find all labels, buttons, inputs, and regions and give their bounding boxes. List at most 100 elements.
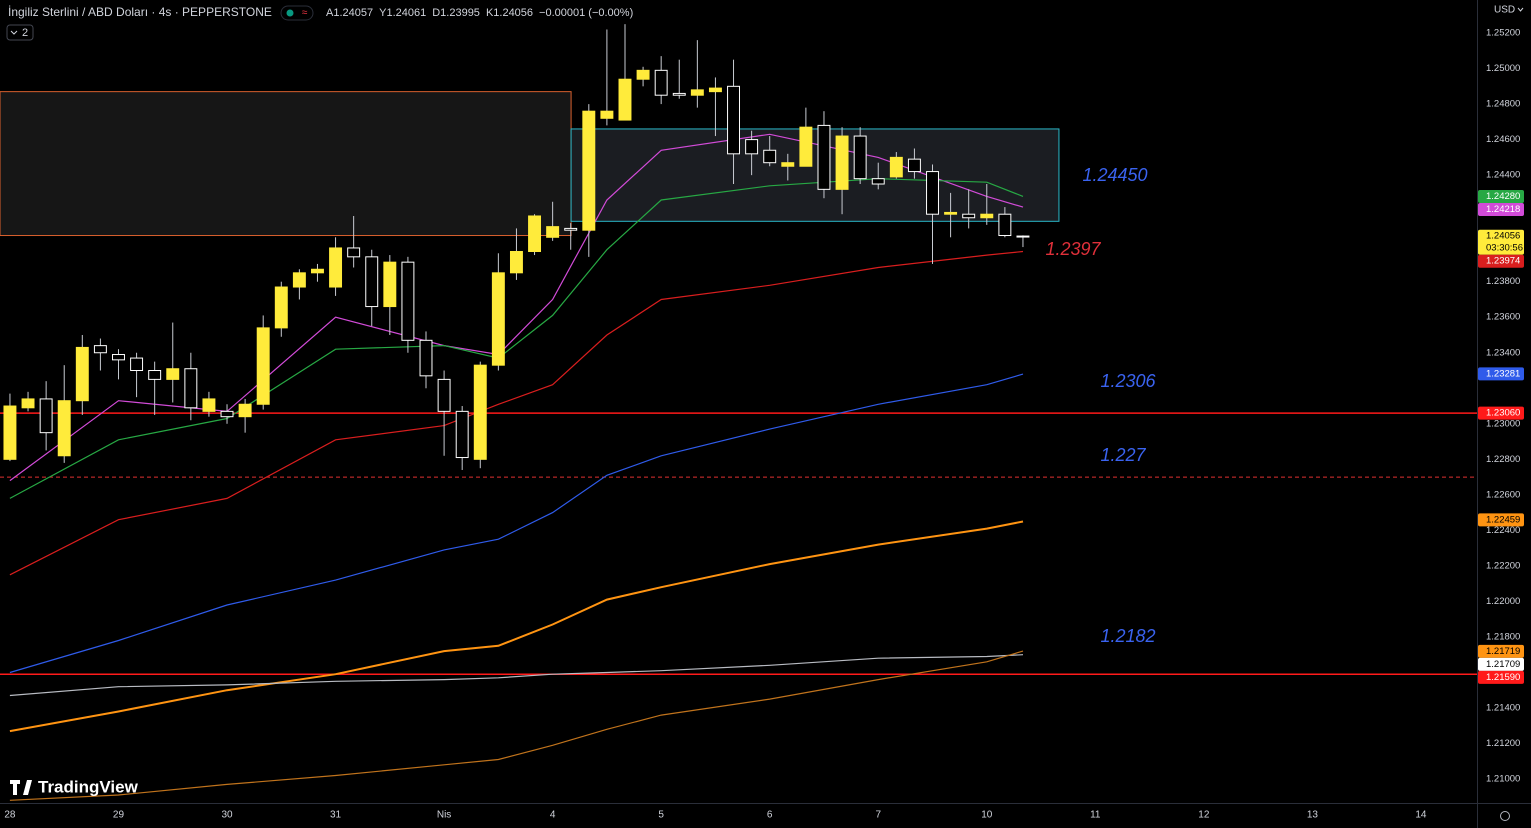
ohlc-value: A1.24057 bbox=[326, 7, 373, 19]
price-tag-label: 1.24280 bbox=[1486, 191, 1520, 202]
candle-body bbox=[292, 272, 306, 288]
y-tick-label: 1.23800 bbox=[1486, 276, 1520, 287]
candle-body bbox=[93, 345, 107, 354]
moving-average bbox=[9, 520, 1024, 733]
annotation: 1.227 bbox=[1100, 445, 1146, 465]
candle-body bbox=[21, 398, 35, 409]
candle-body bbox=[473, 364, 487, 460]
moving-average bbox=[9, 650, 1024, 801]
ohlc-value: K1.24056 bbox=[486, 7, 533, 19]
candle-body bbox=[310, 268, 324, 274]
y-tick-label: 1.25200 bbox=[1486, 28, 1520, 39]
y-tick-label: 1.21200 bbox=[1486, 738, 1520, 749]
price-tag bbox=[1478, 202, 1524, 216]
settings-icon[interactable] bbox=[1500, 811, 1510, 821]
x-tick-label: 6 bbox=[767, 810, 773, 821]
candle-body bbox=[528, 215, 542, 253]
candle-body bbox=[184, 368, 198, 409]
x-tick-label: 7 bbox=[875, 810, 881, 821]
annotation: 1.2182 bbox=[1100, 626, 1155, 646]
price-tag-label: 1.24056 bbox=[1486, 231, 1520, 242]
brand-logo: TradingView bbox=[10, 777, 139, 796]
candle-body bbox=[274, 286, 288, 329]
price-tag bbox=[1478, 406, 1524, 420]
price-tag-label: 1.24218 bbox=[1486, 204, 1520, 215]
badge-box[interactable] bbox=[6, 24, 34, 41]
moving-average bbox=[9, 250, 1024, 576]
price-tag bbox=[1478, 189, 1524, 203]
plot-area bbox=[0, 24, 1477, 801]
x-tick-label: 31 bbox=[330, 810, 342, 821]
price-tag bbox=[1478, 229, 1524, 255]
price-tag bbox=[1478, 254, 1524, 268]
candle-body bbox=[564, 227, 578, 231]
candle-body bbox=[618, 78, 632, 121]
candle-body bbox=[835, 135, 849, 190]
x-tick-label: 30 bbox=[221, 810, 233, 821]
y-tick-label: 1.22600 bbox=[1486, 489, 1520, 500]
candle-body bbox=[329, 247, 343, 288]
badge: 2 bbox=[22, 27, 28, 39]
candle-body bbox=[39, 398, 53, 434]
candle-body bbox=[256, 327, 270, 405]
x-tick-label: 5 bbox=[658, 810, 664, 821]
candle-body bbox=[401, 261, 415, 341]
candle-body bbox=[600, 110, 614, 119]
zone bbox=[570, 128, 1060, 222]
candle-body bbox=[654, 69, 668, 96]
candle-body bbox=[75, 346, 89, 402]
candle-body bbox=[57, 400, 71, 457]
candle-body bbox=[690, 89, 704, 96]
currency[interactable]: USD bbox=[1494, 5, 1515, 16]
price-tag-label: 1.23974 bbox=[1486, 256, 1520, 267]
price-tag bbox=[1478, 367, 1524, 381]
countdown: 03:30:56 bbox=[1486, 243, 1523, 254]
candle-body bbox=[582, 110, 596, 231]
chevron bbox=[10, 30, 18, 35]
y-tick-label: 1.21000 bbox=[1486, 774, 1520, 785]
price-tag bbox=[1478, 670, 1524, 684]
y-tick-label: 1.22800 bbox=[1486, 454, 1520, 465]
candle-body bbox=[853, 135, 867, 180]
x-tick-label: 10 bbox=[981, 810, 993, 821]
status-pill bbox=[280, 5, 314, 21]
moving-average bbox=[9, 373, 1024, 674]
annotation: 1.2306 bbox=[1100, 371, 1156, 391]
x-tick-label: 28 bbox=[4, 810, 16, 821]
x-tick-label: 12 bbox=[1198, 810, 1210, 821]
annotation: 1.2397 bbox=[1045, 239, 1101, 259]
x-tick-label: 14 bbox=[1415, 810, 1427, 821]
candle-body bbox=[708, 87, 722, 93]
y-tick-label: 1.23600 bbox=[1486, 312, 1520, 323]
price-tag-label: 1.21590 bbox=[1486, 672, 1520, 683]
y-tick-label: 1.23400 bbox=[1486, 347, 1520, 358]
brand: TradingView bbox=[38, 777, 139, 796]
candle-body bbox=[889, 156, 903, 178]
price-tag-label: 1.22459 bbox=[1486, 514, 1520, 525]
candle-body bbox=[745, 139, 759, 155]
candle-body bbox=[546, 226, 560, 238]
candle-body bbox=[365, 256, 379, 308]
candle-body bbox=[672, 92, 686, 96]
status-dot bbox=[286, 9, 294, 17]
candle-body bbox=[799, 126, 813, 167]
ohlc-value: −0.00001 (−0.00%) bbox=[539, 7, 633, 19]
price-tag bbox=[1478, 644, 1524, 658]
y-tick-label: 1.21400 bbox=[1486, 702, 1520, 713]
candle-body bbox=[998, 213, 1012, 237]
candle-body bbox=[3, 405, 17, 460]
candle-body bbox=[166, 368, 180, 380]
x-tick-label: Nis bbox=[437, 810, 451, 821]
candle-body bbox=[817, 124, 831, 190]
moving-average bbox=[9, 654, 1024, 697]
y-tick-label: 1.22200 bbox=[1486, 560, 1520, 571]
candle-body bbox=[763, 149, 777, 164]
ohlc-value: Y1.24061 bbox=[379, 7, 426, 19]
candle-body bbox=[220, 410, 234, 418]
y-tick-label: 1.24400 bbox=[1486, 170, 1520, 181]
y-tick-label: 1.25000 bbox=[1486, 63, 1520, 74]
price-tag-label: 1.21709 bbox=[1486, 659, 1520, 670]
chevron bbox=[1517, 7, 1524, 12]
